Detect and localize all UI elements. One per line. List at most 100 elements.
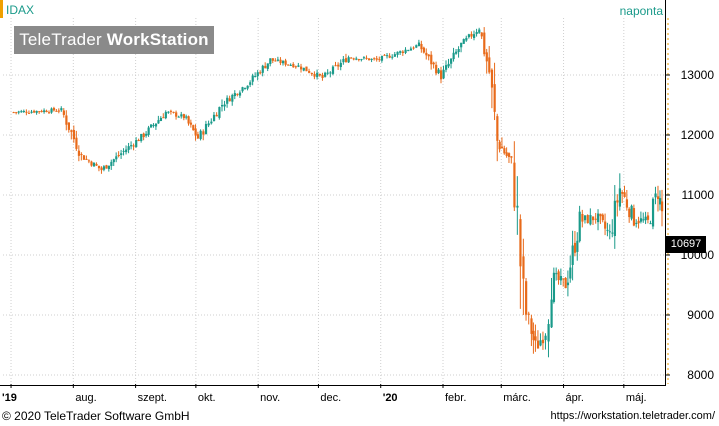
candle-body — [324, 72, 327, 77]
y-tick-label: 12000 — [681, 128, 715, 142]
candle-body — [17, 111, 20, 113]
candle-body — [110, 161, 113, 167]
y-tick-label: 9000 — [687, 308, 714, 322]
candle-body — [297, 65, 300, 67]
candle-body — [147, 127, 150, 135]
candle-body — [539, 340, 542, 346]
candle-body — [251, 75, 254, 82]
candle-body — [656, 196, 660, 200]
candle-body — [498, 141, 501, 150]
candle-body — [445, 65, 448, 70]
candle-body — [331, 66, 335, 74]
candle-body — [470, 33, 473, 37]
candle-body — [592, 216, 595, 221]
candle-body — [284, 60, 287, 65]
candle-body — [644, 216, 647, 221]
candle-body — [415, 45, 418, 48]
candle-body — [241, 87, 244, 92]
candle-body — [105, 165, 108, 169]
candle-body — [534, 336, 537, 341]
candle-body — [625, 199, 629, 208]
candle-body — [510, 156, 513, 158]
candle-body — [159, 117, 163, 121]
candle-body — [490, 69, 494, 88]
candle-body — [564, 277, 567, 289]
candle-body — [550, 299, 553, 328]
candle-body — [120, 153, 123, 156]
candle-body — [294, 66, 297, 68]
candle-body — [613, 200, 616, 237]
candle-body — [462, 39, 465, 44]
candle-body — [154, 123, 158, 127]
candle-body — [117, 154, 120, 156]
candle-body — [559, 276, 563, 281]
x-tick-label: szept. — [138, 392, 167, 404]
candle-body — [573, 242, 577, 253]
source-url[interactable]: https://workstation.teletrader.com/ — [550, 410, 715, 422]
x-tick-label: márc. — [503, 392, 530, 404]
candle-body — [135, 140, 138, 148]
candle-body — [60, 108, 63, 111]
candle-body — [287, 64, 290, 66]
candle-body — [623, 192, 626, 197]
candle-body — [337, 64, 340, 67]
candle-body — [616, 200, 619, 203]
candle-body — [450, 58, 453, 64]
candle-body — [396, 51, 399, 55]
candle-body — [507, 153, 511, 157]
candle-body — [40, 110, 43, 112]
candle-body — [391, 56, 394, 58]
candle-body — [420, 43, 423, 50]
candle-body — [316, 72, 319, 78]
candle-body — [639, 218, 643, 222]
candle-body — [102, 166, 106, 170]
candle-body — [621, 192, 624, 194]
candle-body — [467, 34, 471, 38]
candle-body — [100, 167, 103, 171]
candle-body — [292, 63, 295, 68]
candle-body — [38, 111, 41, 113]
accent-bar — [0, 0, 3, 18]
candle-body — [175, 112, 178, 117]
plot-border — [0, 0, 666, 386]
candle-body — [87, 160, 91, 162]
candle-body — [500, 146, 504, 149]
candle-body — [386, 55, 389, 57]
candle-body — [77, 150, 81, 156]
candle-body — [370, 58, 373, 60]
candle-body — [383, 54, 386, 56]
x-axis-ticks: '19 aug. szept. okt. nov. dec. '20 febr. márc. áp… — [2, 384, 647, 404]
candle-body — [223, 104, 226, 107]
candle-body — [55, 110, 58, 112]
candle-body — [279, 59, 282, 64]
candle-body — [435, 64, 438, 74]
candle-body — [269, 58, 272, 64]
candle-body — [552, 272, 556, 302]
candle-body — [493, 84, 496, 112]
candle-body — [355, 58, 358, 60]
candle-body — [127, 146, 130, 150]
candle-body — [547, 324, 550, 342]
candle-body — [281, 61, 285, 64]
candle-body — [220, 105, 224, 107]
candle-body — [404, 49, 407, 53]
candle-body — [630, 205, 633, 219]
candle-body — [150, 124, 153, 128]
candle-body — [651, 198, 655, 227]
symbol-label[interactable]: IDAX — [6, 3, 35, 17]
candle-body — [442, 69, 445, 79]
candle-body — [199, 130, 202, 140]
candle-body — [362, 57, 366, 59]
candle-body — [254, 76, 257, 78]
candle-body — [589, 215, 592, 225]
candle-body — [249, 82, 252, 85]
candle-body — [578, 211, 581, 242]
candle-body — [483, 32, 486, 55]
candle-body — [329, 72, 332, 74]
candle-body — [192, 125, 195, 131]
candle-body — [457, 49, 460, 53]
interval-label[interactable]: naponta — [619, 4, 663, 18]
candle-body — [82, 155, 86, 160]
